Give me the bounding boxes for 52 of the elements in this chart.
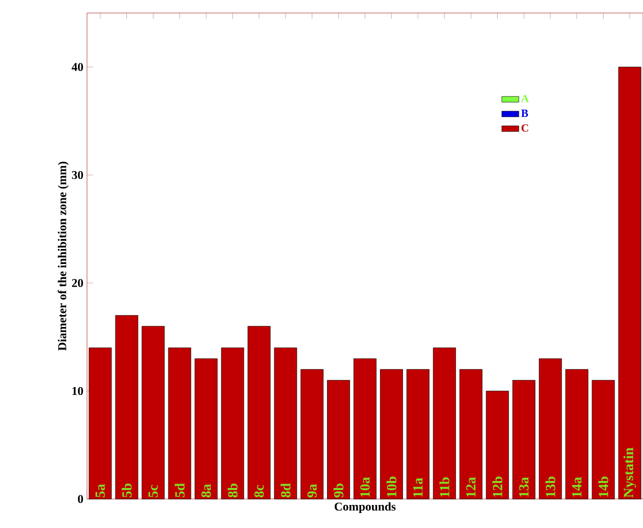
legend-label: C bbox=[522, 124, 528, 132]
x-tick-label: 5a bbox=[96, 484, 105, 498]
bar bbox=[538, 358, 562, 500]
bar bbox=[354, 358, 376, 500]
legend-label: A bbox=[521, 94, 529, 102]
x-tick-label: 14b bbox=[598, 476, 608, 497]
x-tick-label: 8b bbox=[228, 484, 238, 498]
bar bbox=[486, 390, 509, 500]
y-tick-label: 10 bbox=[72, 386, 84, 396]
bar bbox=[274, 348, 298, 500]
bar bbox=[88, 348, 112, 500]
y-tick-label: 30 bbox=[72, 170, 84, 180]
bar bbox=[459, 369, 482, 500]
bar bbox=[432, 348, 456, 500]
bar bbox=[592, 380, 615, 500]
x-tick-label: 10b bbox=[386, 476, 396, 497]
y-tick-label: 20 bbox=[72, 278, 84, 288]
x-tick-label: 9b bbox=[334, 484, 344, 498]
x-tick-label: 13b bbox=[545, 476, 556, 497]
legend-label: B bbox=[521, 110, 528, 117]
bar bbox=[327, 380, 350, 500]
bar bbox=[512, 380, 536, 500]
bar bbox=[194, 358, 218, 500]
bar bbox=[565, 369, 588, 500]
bar bbox=[115, 315, 138, 500]
bar bbox=[142, 326, 165, 500]
x-tick-label: 5c bbox=[148, 484, 158, 498]
x-tick-label: 11b bbox=[440, 477, 450, 497]
bar bbox=[300, 369, 324, 500]
x-tick-label: 8d bbox=[280, 483, 290, 498]
x-tick-label: 12a bbox=[466, 477, 476, 497]
x-tick-label: 10a bbox=[360, 477, 370, 497]
x-tick-label: 5b bbox=[122, 484, 132, 498]
x-tick-label: Nystatin bbox=[623, 448, 636, 498]
y-axis-title: Diameter of the inhibition zone (mm) bbox=[58, 162, 69, 351]
x-tick-label: 11a bbox=[413, 478, 423, 497]
y-tick-label: 0 bbox=[78, 494, 84, 504]
bar bbox=[380, 369, 403, 500]
x-tick-label: 9a bbox=[307, 484, 317, 498]
bar bbox=[221, 348, 244, 500]
x-tick-label: 14a bbox=[572, 477, 582, 497]
x-tick-label: 13a bbox=[519, 477, 529, 497]
x-tick-label: 12b bbox=[492, 476, 502, 497]
x-tick-label: 8c bbox=[254, 484, 264, 498]
x-tick-label: 5d bbox=[174, 483, 185, 498]
x-axis-title: Compounds bbox=[334, 502, 396, 514]
y-tick-label: 40 bbox=[72, 62, 84, 72]
bar bbox=[248, 326, 271, 500]
bar bbox=[168, 348, 192, 500]
bar bbox=[618, 66, 642, 500]
x-tick-label: 8a bbox=[201, 484, 211, 498]
bar bbox=[406, 369, 430, 500]
